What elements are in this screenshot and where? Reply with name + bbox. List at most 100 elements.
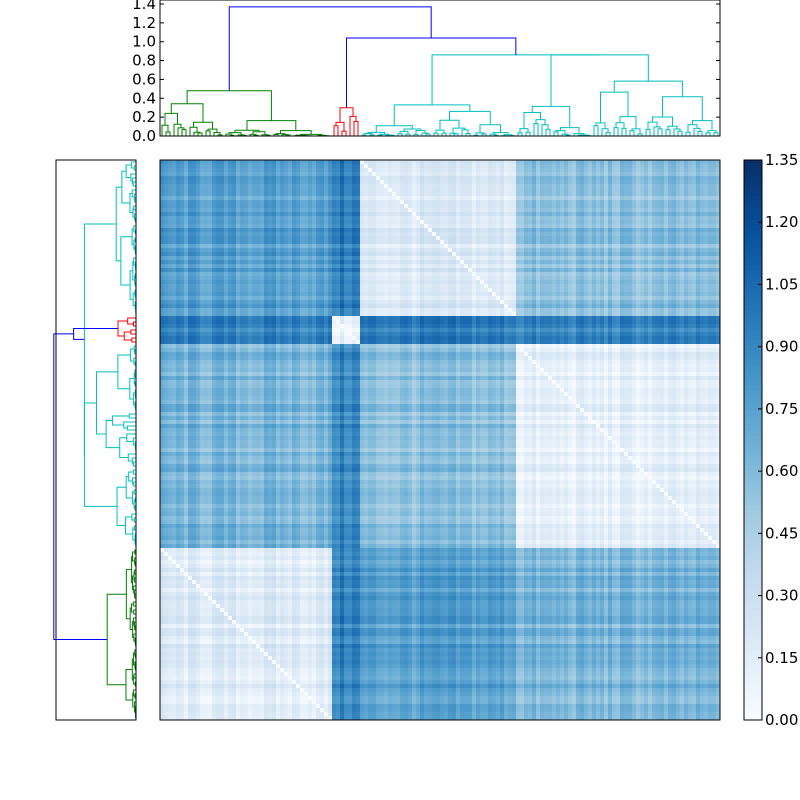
heatmap-cell [616,288,620,292]
heatmap-cell [232,204,236,208]
heatmap-cell [392,200,396,204]
heatmap-cell [680,244,684,248]
heatmap-cell [360,264,364,268]
heatmap-cell [212,176,216,180]
heatmap-cell [284,248,288,252]
heatmap-cell [660,272,664,276]
heatmap-cell [488,224,492,228]
heatmap-cell [640,224,644,228]
heatmap-cell [464,220,468,224]
heatmap-cell [548,288,552,292]
heatmap-cell [524,264,528,268]
heatmap-cell [676,296,680,300]
heatmap-cell [232,164,236,168]
heatmap-cell [356,260,360,264]
heatmap-cell [664,236,668,240]
heatmap-cell [368,256,372,260]
heatmap-cell [600,240,604,244]
heatmap-cell [588,268,592,272]
heatmap-cell [392,284,396,288]
heatmap-cell [452,196,456,200]
heatmap-cell [244,292,248,296]
heatmap-cell [336,188,340,192]
heatmap-cell [328,176,332,180]
heatmap-cell [624,296,628,300]
heatmap-cell [440,188,444,192]
heatmap-cell [320,192,324,196]
heatmap-cell [284,288,288,292]
heatmap-cell [304,240,308,244]
heatmap-cell [284,272,288,276]
heatmap-cell [272,240,276,244]
heatmap-cell [644,204,648,208]
heatmap-cell [312,216,316,220]
heatmap-cell [244,284,248,288]
heatmap-cell [344,204,348,208]
heatmap-cell [516,296,520,300]
heatmap-cell [376,188,380,192]
heatmap-cell [588,192,592,196]
heatmap-cell [384,200,388,204]
heatmap-cell [184,240,188,244]
heatmap-cell [256,172,260,176]
heatmap-cell [188,160,192,164]
heatmap-cell [632,200,636,204]
heatmap-cell [312,284,316,288]
heatmap-cell [172,176,176,180]
heatmap-cell [348,192,352,196]
heatmap-cell [176,228,180,232]
heatmap-cell [160,160,164,164]
heatmap-cell [400,228,404,232]
heatmap-cell [580,196,584,200]
heatmap-cell [488,168,492,172]
heatmap-cell [328,256,332,260]
heatmap-cell [544,248,548,252]
heatmap-cell [700,164,704,168]
heatmap-cell [388,224,392,228]
heatmap-cell [260,300,264,304]
heatmap-cell [624,176,628,180]
heatmap-cell [324,192,328,196]
heatmap-cell [636,164,640,168]
heatmap-cell [216,280,220,284]
heatmap-cell [208,232,212,236]
heatmap-cell [528,244,532,248]
heatmap-cell [360,168,364,172]
heatmap-cell [436,292,440,296]
heatmap-cell [408,184,412,188]
heatmap-cell [680,236,684,240]
heatmap-cell [360,284,364,288]
heatmap-cell [204,220,208,224]
heatmap-cell [496,168,500,172]
heatmap-cell [520,284,524,288]
heatmap-cell [312,236,316,240]
heatmap-cell [236,232,240,236]
heatmap-cell [572,252,576,256]
heatmap-cell [188,268,192,272]
heatmap-cell [664,272,668,276]
heatmap-cell [616,284,620,288]
heatmap-cell [436,168,440,172]
heatmap-cell [440,232,444,236]
heatmap-cell [580,188,584,192]
heatmap-cell [640,236,644,240]
heatmap-cell [276,272,280,276]
heatmap-cell [252,248,256,252]
heatmap-cell [340,160,344,164]
heatmap-cell [436,164,440,168]
heatmap-cell [296,164,300,168]
heatmap-cell [692,192,696,196]
heatmap-cell [548,292,552,296]
heatmap-cell [228,192,232,196]
heatmap-cell [180,192,184,196]
heatmap-cell [480,256,484,260]
heatmap-cell [420,276,424,280]
heatmap-cell [304,276,308,280]
heatmap-cell [532,236,536,240]
heatmap-cell [432,172,436,176]
heatmap-cell [264,200,268,204]
heatmap-cell [268,172,272,176]
heatmap-cell [252,164,256,168]
heatmap-cell [176,184,180,188]
heatmap-cell [668,292,672,296]
